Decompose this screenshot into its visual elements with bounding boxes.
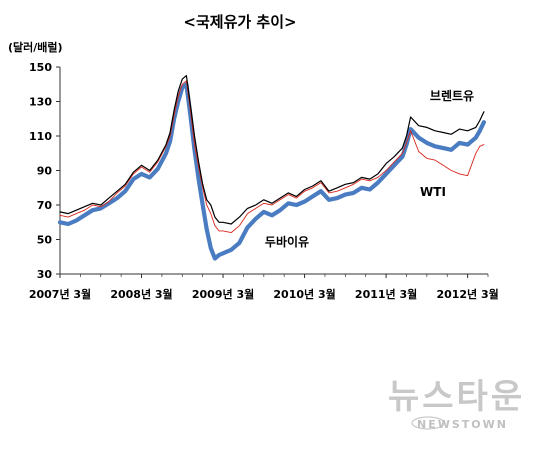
dubai-line (57, 82, 486, 261)
x-tick-label: 2008년 3월 (110, 287, 172, 301)
y-tick-label: 90 (37, 165, 53, 178)
y-tick-label: 110 (29, 130, 52, 143)
watermark-text: 뉴스타운 (388, 377, 525, 417)
x-tick-label: 2007년 3월 (29, 287, 91, 301)
x-tick-label: 2011년 3월 (355, 287, 417, 301)
x-tick-label: 2012년 3월 (436, 287, 498, 301)
x-axis-ticks: 2007년 3월 2008년 3월 2009년 3월 2010년 3월 2011년 3월… (29, 274, 499, 301)
y-tick-label: 150 (29, 61, 52, 74)
wti-label: WTI (420, 185, 446, 199)
series-labels: 브렌트유 WTI 두바이유 (265, 88, 474, 249)
series-lines (57, 75, 486, 261)
wti-line (59, 80, 485, 234)
brent-label: 브렌트유 (430, 88, 474, 103)
y-tick-label: 50 (37, 234, 53, 247)
y-axis-unit-label: (달러/배럴) (8, 40, 63, 54)
y-tick-label: 70 (37, 199, 53, 212)
dubai-label: 두바이유 (265, 234, 309, 249)
y-axis-ticks: 150 130 110 90 70 50 30 (29, 61, 60, 281)
chart-title: <국제유가 추이> (183, 13, 296, 31)
x-tick-label: 2010년 3월 (273, 287, 335, 301)
y-tick-label: 130 (29, 96, 52, 109)
newstown-watermark-logo: 뉴스타운 NEWSTOWN (388, 377, 525, 431)
y-tick-label: 30 (37, 268, 53, 281)
watermark-ring (411, 416, 445, 430)
x-tick-label: 2009년 3월 (192, 287, 254, 301)
brent-line (59, 75, 485, 225)
watermark-subtext: NEWSTOWN (417, 418, 508, 431)
